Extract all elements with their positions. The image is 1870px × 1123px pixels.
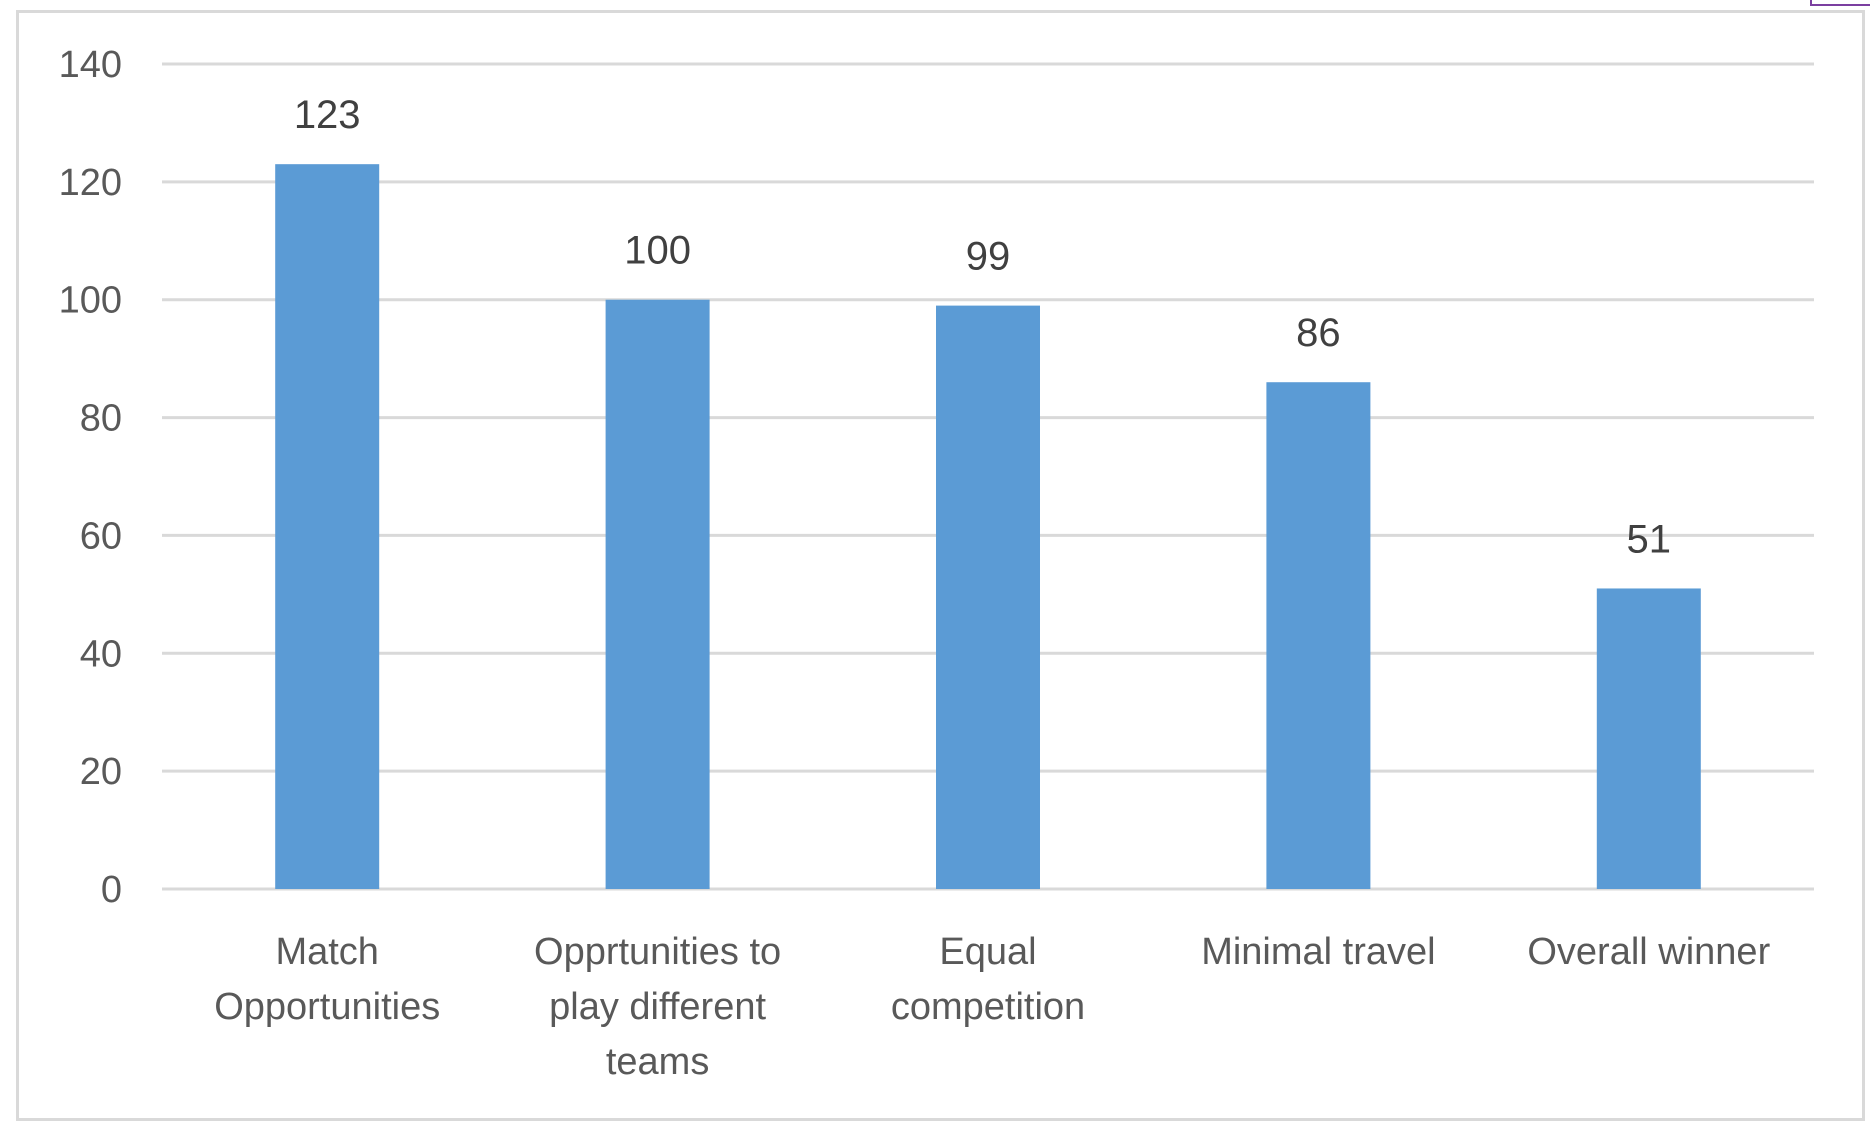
data-label-0: 123 [294, 93, 361, 137]
category-label-line: competition [891, 986, 1085, 1028]
category-labels: Match Opportunities Opprtunities to play di… [214, 931, 1770, 1083]
category-label-line: Overall winner [1527, 931, 1770, 973]
y-tick-label-120: 120 [59, 162, 122, 204]
data-label-3: 86 [1296, 311, 1341, 355]
y-tick-label-20: 20 [80, 751, 122, 793]
y-tick-label-0: 0 [101, 869, 122, 911]
bar-2 [936, 305, 1040, 889]
bar-3 [1266, 382, 1371, 889]
y-tick-label-60: 60 [80, 515, 122, 557]
category-label-line: play different [549, 986, 766, 1028]
data-label-2: 99 [966, 235, 1011, 279]
category-label-line: Match [275, 931, 378, 973]
y-tick-label-140: 140 [59, 44, 122, 86]
data-label-4: 51 [1627, 517, 1672, 561]
bar-1 [605, 299, 710, 889]
data-labels: 123 100 99 86 51 [294, 93, 1671, 561]
category-label-4: Overall winner [1527, 931, 1770, 973]
category-label-line: Minimal travel [1201, 931, 1435, 973]
category-label-line: Opprtunities to [534, 931, 781, 973]
category-label-line: Opportunities [214, 986, 440, 1028]
category-label-0: Match Opportunities [214, 931, 440, 1028]
category-label-1: Opprtunities to play different teams [534, 931, 781, 1083]
y-tick-label-40: 40 [80, 633, 122, 675]
y-tick-label-80: 80 [80, 398, 122, 440]
category-label-2: Equal competition [891, 931, 1085, 1028]
bars [275, 164, 1701, 889]
bar-4 [1596, 588, 1701, 889]
category-label-line: Equal [939, 931, 1036, 973]
category-label-line: teams [606, 1041, 709, 1083]
category-label-3: Minimal travel [1201, 931, 1435, 973]
y-tick-label-100: 100 [59, 280, 122, 322]
y-axis-ticks: 0 20 40 60 80 100 120 140 [59, 44, 122, 911]
bar-0 [275, 164, 380, 889]
data-label-1: 100 [624, 229, 691, 273]
corner-mark [1810, 0, 1870, 6]
